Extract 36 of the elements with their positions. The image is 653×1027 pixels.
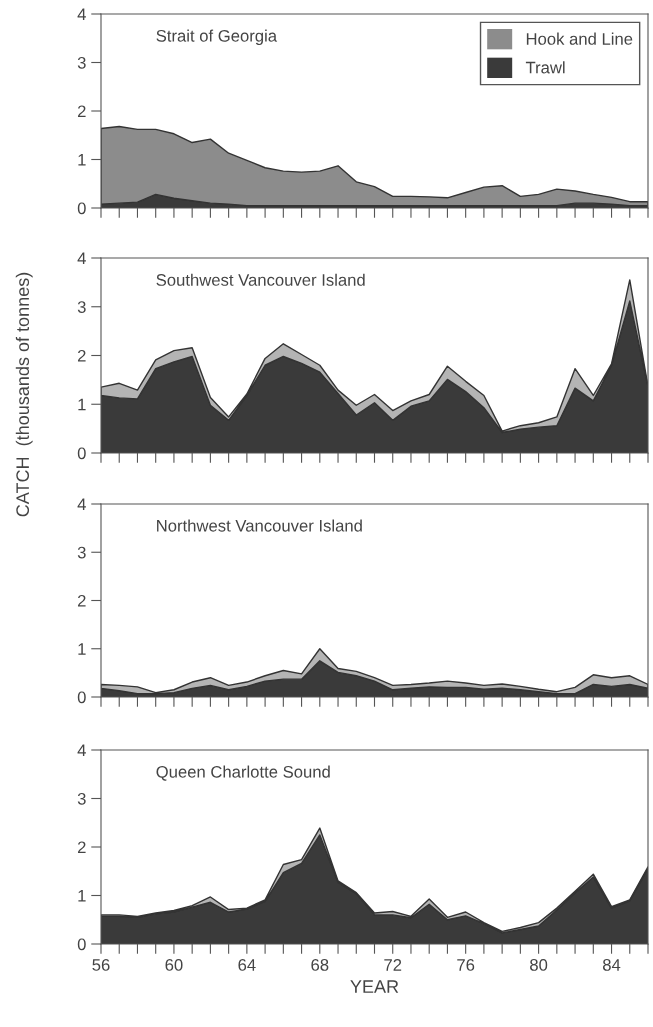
y-tick-label: 2 bbox=[77, 105, 86, 118]
y-tick-label: 0 bbox=[77, 202, 86, 215]
y-tick-label: 3 bbox=[77, 792, 86, 805]
y-tick-label: 0 bbox=[77, 938, 86, 951]
text: Northwest Vancouver Island bbox=[157, 519, 362, 532]
y-tick-label: 4 bbox=[77, 252, 86, 265]
y-axis-title: CATCH (thousands of tonnes) bbox=[15, 272, 33, 517]
legend-label: Hook and Line bbox=[526, 32, 633, 45]
y-tick-label: 3 bbox=[77, 546, 86, 559]
y-tick-label: 0 bbox=[77, 691, 86, 704]
y-tick-label: 1 bbox=[78, 154, 86, 166]
text: Strait of Georgia bbox=[156, 29, 278, 46]
x-axis-title: YEAR bbox=[350, 980, 399, 993]
y-tick-label: 4 bbox=[77, 8, 86, 21]
x-tick-label: 72 bbox=[384, 959, 402, 971]
x-tick-label: 80 bbox=[530, 959, 548, 971]
y-tick-label: 4 bbox=[77, 744, 86, 757]
x-tick-label: 76 bbox=[457, 959, 475, 971]
y-tick-label: 0 bbox=[77, 447, 86, 460]
y-tick-label: 2 bbox=[77, 349, 86, 362]
y-tick-label: 3 bbox=[77, 301, 86, 313]
x-tick-label: 84 bbox=[602, 959, 621, 971]
y-tick-label: 1 bbox=[78, 890, 86, 902]
y-tick-label: 2 bbox=[77, 841, 86, 854]
x-tick-label: 60 bbox=[165, 959, 183, 971]
x-tick-label: 68 bbox=[311, 959, 329, 971]
x-tick-label: 64 bbox=[238, 959, 256, 971]
x-tick-label: 56 bbox=[92, 959, 110, 971]
text: Queen Charlotte Sound bbox=[156, 765, 330, 781]
y-tick-label: 3 bbox=[77, 56, 86, 69]
y-tick-label: 1 bbox=[78, 398, 86, 411]
legend-label: Trawl bbox=[525, 61, 565, 74]
y-tick-label: 4 bbox=[77, 498, 86, 511]
text: Southwest Vancouver Island bbox=[156, 273, 365, 286]
y-tick-label: 2 bbox=[77, 594, 86, 607]
y-tick-label: 1 bbox=[78, 643, 86, 655]
